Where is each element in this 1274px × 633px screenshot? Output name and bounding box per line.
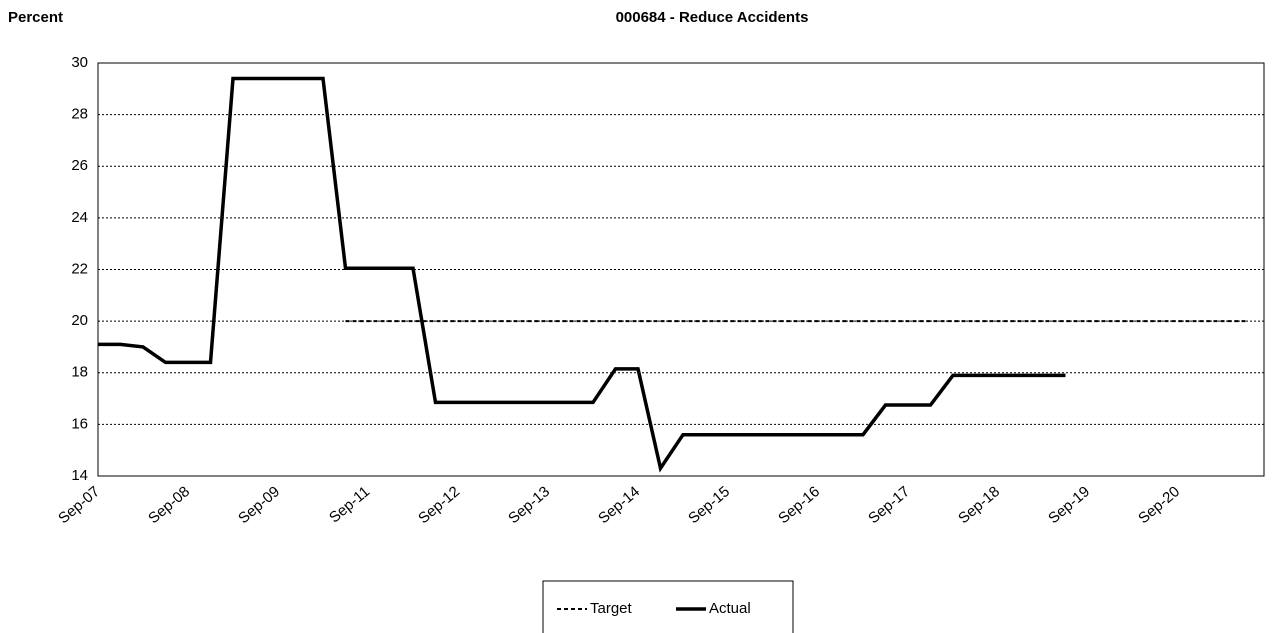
y-tick-label: 18: [71, 364, 88, 381]
plot-border: [97, 62, 1265, 477]
x-tick-label: Sep-11: [326, 483, 373, 526]
y-tick-label: 14: [71, 467, 88, 484]
x-tick-label: Sep-16: [775, 483, 823, 527]
y-tick-label: 28: [71, 106, 88, 123]
x-tick-label: Sep-12: [415, 483, 463, 527]
legend-label: Actual: [709, 600, 751, 617]
legend-label: Target: [590, 600, 633, 617]
x-tick-label: Sep-15: [685, 483, 733, 527]
x-tick-label: Sep-18: [955, 483, 1003, 527]
y-tick-label: 24: [71, 209, 88, 226]
x-tick-label: Sep-08: [145, 483, 193, 527]
y-tick-label: 26: [71, 157, 88, 174]
y-tick-label: 20: [71, 312, 88, 329]
series-line: [98, 76, 1066, 473]
x-tick-label: Sep-14: [595, 483, 643, 527]
y-axis-label: Percent: [8, 9, 63, 26]
y-tick-label: 30: [71, 54, 88, 71]
x-tick-label: Sep-13: [505, 483, 553, 527]
x-tick-label: Sep-09: [235, 483, 283, 527]
x-tick-label: Sep-20: [1135, 483, 1183, 527]
x-tick-label: Sep-19: [1045, 483, 1093, 527]
x-tick-label: Sep-17: [865, 483, 913, 527]
legend-box: [542, 580, 794, 633]
x-tick-label: Sep-07: [55, 483, 103, 527]
y-tick-label: 22: [71, 260, 88, 277]
chart-title: 000684 - Reduce Accidents: [616, 9, 809, 26]
y-tick-label: 16: [71, 415, 88, 432]
